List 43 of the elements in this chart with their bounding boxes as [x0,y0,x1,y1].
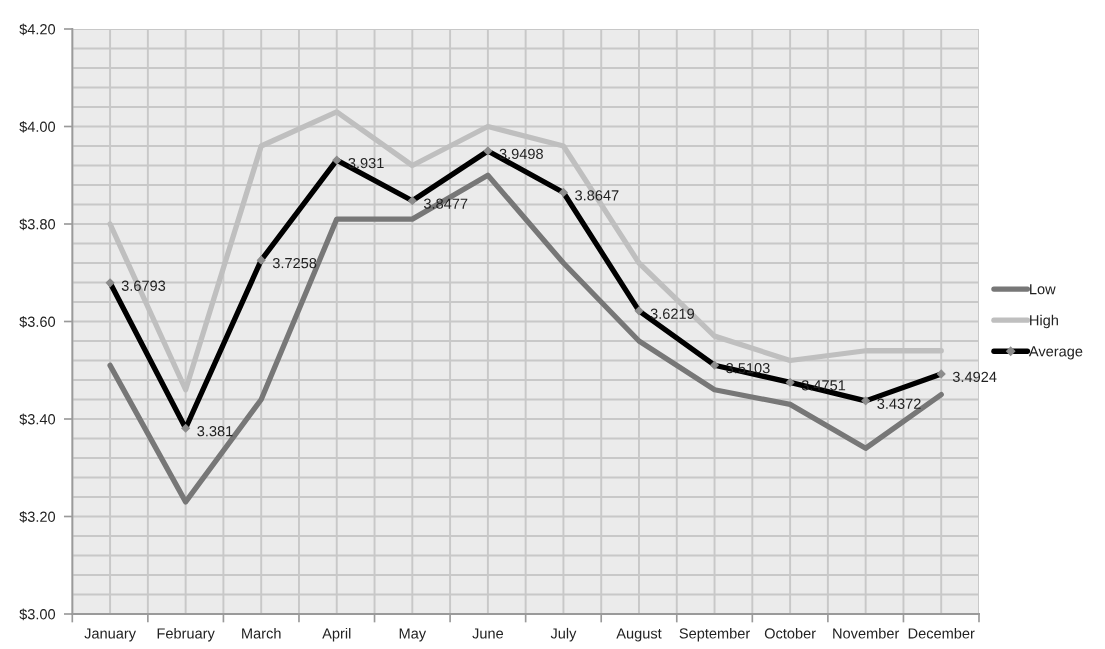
point [483,146,493,156]
y-tick-label: $3.20 [19,510,56,523]
y-tick-label: $3.60 [19,315,56,328]
point [634,306,644,316]
point [861,396,871,406]
data-label: 3.6219 [650,308,695,319]
point [407,196,417,206]
x-tick-label: June [472,628,504,639]
legend-label: Average [1028,346,1083,360]
y-tick-label: $3.40 [19,413,56,426]
point [332,155,342,165]
point [785,377,795,387]
data-label: 3.381 [197,426,233,437]
y-tick-label: $3.00 [19,608,56,621]
x-tick-label: January [84,628,136,642]
x-tick-label: March [242,627,281,639]
data-label: 3.4372 [877,398,921,409]
point [936,369,946,379]
data-label: 3.8647 [575,190,619,201]
point [709,360,720,370]
x-tick-label: May [399,628,427,642]
x-tick-label: August [616,628,662,642]
data-label: 3.4924 [952,371,997,383]
point [256,255,266,265]
x-tick-label: September [679,627,750,642]
legend-label: High [1030,314,1058,329]
point [558,187,569,198]
point [105,278,115,288]
point [181,423,191,433]
x-tick-label: April [322,627,351,642]
y-tick-label: $3.80 [19,218,56,231]
data-label: 3.7258 [272,257,317,269]
x-tick-label: November [833,627,900,639]
y-tick-label: $4.00 [19,120,56,133]
x-tick-label: July [550,627,577,642]
x-tick-label: October [764,627,816,639]
y-tick-label: $4.20 [19,23,56,36]
x-tick-label: February [157,627,215,642]
data-label: 3.6793 [121,280,166,291]
legend-label: Low [1030,284,1056,295]
x-tick-label: December [908,627,975,639]
data-label: 3.9498 [499,148,543,160]
data-label: 3.8477 [423,198,468,209]
